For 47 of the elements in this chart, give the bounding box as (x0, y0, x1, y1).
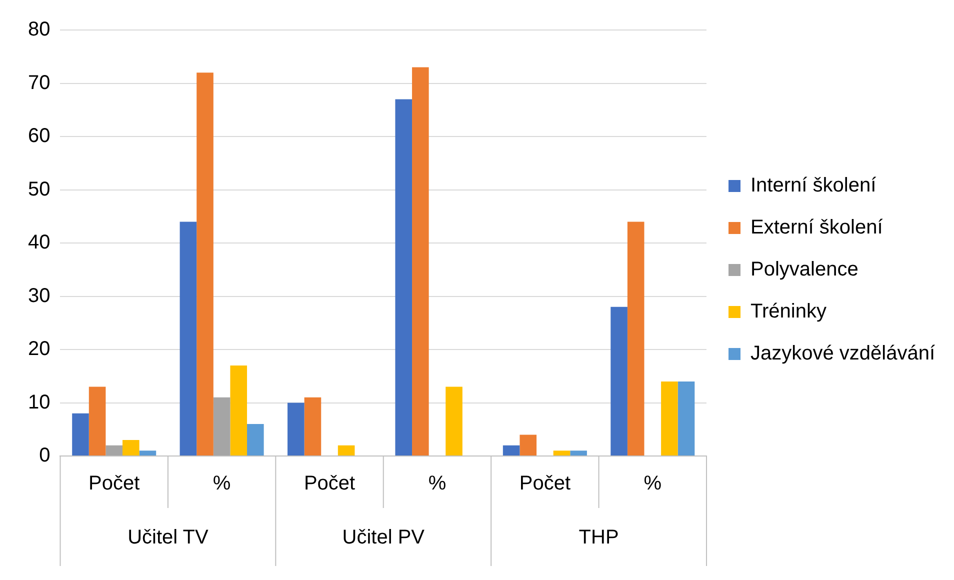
bar (412, 67, 429, 456)
x-tick-label: % (644, 472, 662, 495)
x-tick-label: % (428, 472, 446, 495)
legend-label: Polyvalence (750, 258, 858, 281)
bar (610, 306, 628, 456)
bar (72, 413, 89, 456)
bar (304, 397, 322, 456)
bar (553, 450, 570, 456)
bar (88, 386, 106, 456)
legend-label: Externí školení (750, 216, 884, 239)
y-tick-label: 20 (28, 338, 50, 360)
bar (106, 445, 122, 456)
bar (520, 434, 537, 456)
x-tick-label: % (212, 472, 231, 495)
text: THP (578, 526, 619, 549)
bar (570, 450, 587, 456)
bar (196, 72, 214, 456)
x-tick-label: Počet (519, 472, 571, 495)
bar (288, 402, 304, 456)
bar (139, 450, 156, 456)
bar (446, 386, 462, 456)
bar (122, 440, 140, 456)
bar (247, 424, 264, 456)
y-tick-label: 70 (28, 72, 50, 94)
y-tick-label: 60 (28, 125, 50, 148)
text: Učitel TV (128, 526, 209, 549)
text: Učitel PV (342, 526, 426, 549)
legend-label: Jazykové vzdělávání (750, 342, 936, 365)
bar (230, 365, 248, 456)
y-tick-label: 10 (28, 391, 50, 414)
y-tick-label: 0 (39, 444, 50, 467)
bar (627, 222, 644, 456)
legend-label: Tréninky (750, 300, 826, 323)
y-tick-label: 50 (28, 178, 50, 200)
y-tick-label: 40 (28, 232, 50, 254)
bar (180, 222, 197, 456)
legend-label: Interní školení (750, 174, 877, 197)
bar (213, 397, 230, 456)
x-tick-label: Počet (88, 472, 140, 495)
bar (338, 445, 355, 456)
y-tick-label: 30 (28, 284, 50, 307)
bar (678, 381, 695, 456)
bar (502, 445, 520, 456)
x-tick-label: Počet (304, 472, 356, 495)
bar (661, 381, 678, 456)
bar (395, 99, 412, 456)
y-tick-label: 80 (28, 18, 50, 41)
